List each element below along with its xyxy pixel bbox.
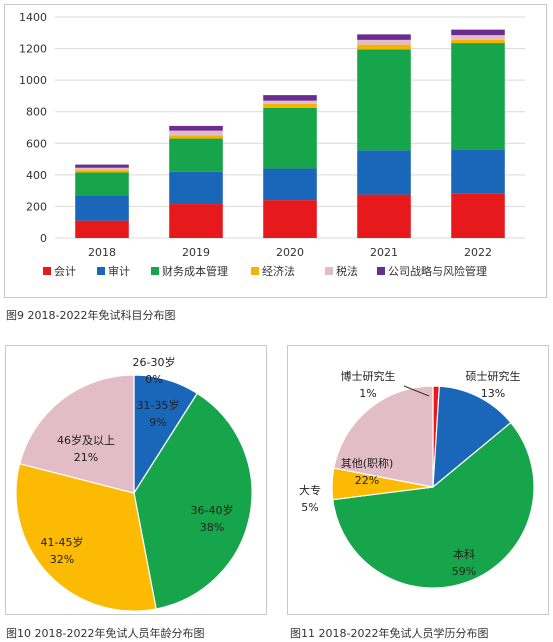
bar-segment <box>75 170 129 173</box>
pie-slice-percent: 38% <box>200 521 224 534</box>
pie-slice <box>332 421 535 589</box>
bar-segment <box>451 35 505 40</box>
pie-slice-label: 大专 <box>299 483 321 497</box>
education-pie-chart-panel: 博士研究生 1% 硕士研究生 13% 本科 59% 大专 5% 其他(职称) 22% <box>287 345 549 615</box>
legend-label: 财务成本管理 <box>162 264 228 278</box>
pie-slice-label: 26-30岁 <box>133 355 176 369</box>
y-tick-label: 400 <box>26 169 47 182</box>
bar-segment <box>263 100 317 104</box>
bar-segment <box>357 150 411 195</box>
y-tick-label: 200 <box>26 200 47 213</box>
bar-segment <box>75 195 129 221</box>
pie-slice-percent: 9% <box>149 416 166 429</box>
x-tick-label: 2019 <box>182 246 210 259</box>
bar-segment <box>263 95 317 101</box>
pie-slice-label: 31-35岁 <box>137 398 180 412</box>
pie-slice-percent: 13% <box>481 387 505 400</box>
pie-slice-label: 36-40岁 <box>191 503 234 517</box>
y-tick-label: 1200 <box>19 43 47 56</box>
bar-segment <box>169 125 223 131</box>
pie-slice-percent: 59% <box>452 565 476 578</box>
pie-slice-percent: 21% <box>74 451 98 464</box>
stacked-bar-chart: 0 200 400 600 800 1000 1200 1400 2018 2019 2020 202… <box>19 11 525 278</box>
y-tick-label: 1000 <box>19 74 47 87</box>
figure-10-caption: 图10 2018-2022年免试人员年龄分布图 <box>6 627 205 640</box>
pie-slice-label: 其他(职称) <box>341 456 394 470</box>
leader-line <box>403 385 430 397</box>
age-pie-chart: 26-30岁 0% 31-35岁 9% 36-40岁 38% 41-45岁 32% 46岁及以上… <box>15 355 253 612</box>
pie-slice-percent: 22% <box>355 474 379 487</box>
bar-segment <box>75 164 129 168</box>
bar-segment <box>357 39 411 45</box>
pie-slice-label: 本科 <box>453 547 475 561</box>
legend-swatch <box>151 267 159 275</box>
bar-segment <box>169 138 223 172</box>
bar-segment <box>75 172 129 196</box>
legend-swatch <box>325 267 333 275</box>
pie-slice-percent: 32% <box>50 553 74 566</box>
bar-segment <box>451 39 505 44</box>
legend-label: 会计 <box>54 265 76 278</box>
pie-slice-label: 46岁及以上 <box>57 433 115 447</box>
pie-slice-label: 硕士研究生 <box>466 369 521 383</box>
bar-segment <box>169 130 223 136</box>
x-tick-label: 2022 <box>464 246 492 259</box>
bar-segment <box>357 194 411 238</box>
x-tick-label: 2018 <box>88 246 116 259</box>
pie-slice-label: 博士研究生 <box>341 369 396 383</box>
legend-label: 经济法 <box>262 264 295 278</box>
bar-segment <box>263 200 317 238</box>
x-tick-label: 2021 <box>370 246 398 259</box>
bar-segment <box>263 168 317 201</box>
y-tick-label: 0 <box>40 232 47 245</box>
legend-swatch <box>43 267 51 275</box>
bar-segment <box>451 193 505 238</box>
pie-slice-percent: 5% <box>301 501 318 514</box>
pie-slice-label: 41-45岁 <box>41 535 84 549</box>
figure-11-caption: 图11 2018-2022年免试人员学历分布图 <box>290 627 489 640</box>
bar-segment <box>169 171 223 205</box>
bar-segment <box>169 204 223 238</box>
bar-segment <box>451 43 505 150</box>
bar-segment <box>357 44 411 50</box>
legend-swatch <box>377 267 385 275</box>
pie-slice-percent: 1% <box>359 387 376 400</box>
pie-slice <box>133 392 253 610</box>
bar-segment <box>263 107 317 169</box>
legend-label: 公司战略与风险管理 <box>388 264 487 278</box>
bar-segment <box>357 49 411 151</box>
stacked-bar-chart-panel: 0 200 400 600 800 1000 1200 1400 2018 2019 2020 202… <box>4 4 547 298</box>
legend-label: 税法 <box>336 264 358 278</box>
bar-segment <box>357 34 411 40</box>
pie-slice <box>18 374 135 494</box>
figure-9-caption: 图9 2018-2022年免试科目分布图 <box>6 309 176 322</box>
bar-segment <box>263 103 317 108</box>
education-pie-chart: 博士研究生 1% 硕士研究生 13% 本科 59% 大专 5% 其他(职称) 22% <box>299 369 535 589</box>
x-tick-label: 2020 <box>276 246 304 259</box>
y-tick-label: 1400 <box>19 11 47 24</box>
pie-slice <box>15 462 157 612</box>
pie-slice <box>333 385 434 488</box>
legend-swatch <box>97 267 105 275</box>
bar-segment <box>75 220 129 238</box>
age-pie-chart-panel: 26-30岁 0% 31-35岁 9% 36-40岁 38% 41-45岁 32% 46岁及以上… <box>5 345 267 615</box>
y-tick-label: 600 <box>26 137 47 150</box>
y-tick-label: 800 <box>26 106 47 119</box>
bar-segment <box>451 29 505 36</box>
bar-segment <box>451 149 505 194</box>
bar-segment <box>169 135 223 139</box>
legend-swatch <box>251 267 259 275</box>
bar-segment <box>75 167 129 171</box>
legend-label: 审计 <box>108 264 130 278</box>
pie-slice-percent: 0% <box>145 373 162 386</box>
pie-slice <box>432 385 512 489</box>
